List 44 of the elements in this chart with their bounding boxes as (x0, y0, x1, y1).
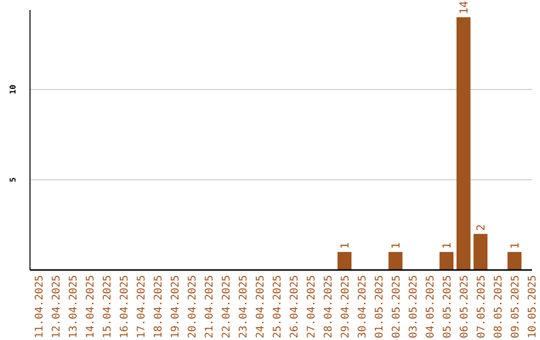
data-label: 1 (338, 242, 352, 249)
x-tick-label: 01.05.2025 (374, 275, 386, 338)
data-label: 1 (390, 242, 402, 249)
bar (474, 234, 488, 270)
x-tick-label: 17.04.2025 (136, 275, 148, 338)
x-tick-label: 29.04.2025 (340, 275, 352, 338)
bar (440, 252, 454, 270)
y-tick-label: 10 (8, 84, 18, 94)
bar (338, 252, 352, 270)
data-label: 2 (474, 224, 488, 231)
x-tick-label: 03.05.2025 (408, 275, 420, 338)
data-label: 1 (508, 242, 522, 249)
x-tick-label: 23.04.2025 (238, 275, 250, 338)
x-tick-label: 05.05.2025 (442, 275, 454, 338)
x-tick-label: 30.04.2025 (356, 275, 368, 338)
x-tick-label: 12.04.2025 (50, 275, 62, 338)
x-tick-label: 02.05.2025 (390, 275, 402, 338)
x-tick-label: 16.04.2025 (118, 275, 130, 338)
x-tick-label: 13.04.2025 (68, 275, 80, 338)
x-tick-label: 26.04.2025 (288, 275, 300, 338)
bar (388, 252, 402, 270)
x-tick-label: 28.04.2025 (322, 275, 334, 338)
x-tick-label: 07.05.2025 (476, 275, 488, 338)
x-tick-label: 08.05.2025 (492, 275, 504, 338)
bar (508, 252, 522, 270)
x-tick-label: 18.04.2025 (152, 275, 164, 338)
x-tick-label: 21.04.2025 (204, 275, 216, 338)
x-tick-label: 11.04.2025 (34, 275, 46, 338)
x-tick-label: 06.05.2025 (458, 275, 470, 338)
x-tick-label: 27.04.2025 (306, 275, 318, 338)
x-tick-label: 14.04.2025 (84, 275, 96, 338)
x-tick-label: 10.05.2025 (526, 275, 538, 338)
x-tick-label: 24.04.2025 (254, 275, 266, 338)
y-tick-label: 5 (8, 177, 18, 182)
x-tick-label: 22.04.2025 (220, 275, 232, 338)
data-label: 1 (440, 242, 454, 249)
x-tick-label: 15.04.2025 (102, 275, 114, 338)
x-tick-label: 25.04.2025 (272, 275, 284, 338)
x-tick-label: 09.05.2025 (510, 275, 522, 338)
bar (456, 17, 470, 270)
x-tick-label: 19.04.2025 (170, 275, 182, 338)
data-label: 14 (458, 0, 470, 14)
x-tick-label: 20.04.2025 (186, 275, 198, 338)
x-tick-label: 04.05.2025 (424, 275, 436, 338)
